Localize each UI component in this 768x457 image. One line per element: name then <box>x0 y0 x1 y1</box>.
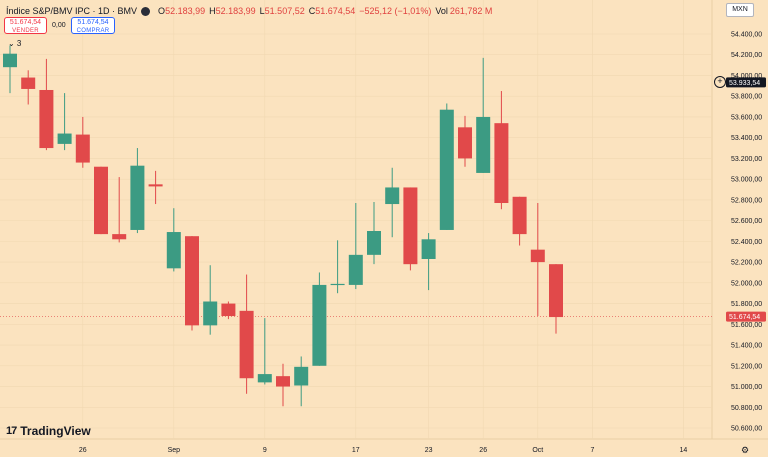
candle-body <box>439 109 454 230</box>
candle-body <box>21 77 36 89</box>
price-tick-label: 51.600,00 <box>731 322 762 329</box>
buy-label: COMPRAR <box>76 28 110 34</box>
close-value: 51.674,54 <box>315 6 356 16</box>
price-tick-label: 51.800,00 <box>731 301 762 308</box>
symbol-title[interactable]: Índice S&P/BMV IPC · 1D · BMV <box>6 6 138 16</box>
candle-body <box>367 231 381 255</box>
price-tick-label: 54.200,00 <box>731 52 762 59</box>
price-tick-label: 53.600,00 <box>731 114 762 121</box>
price-tick-label: 51.400,00 <box>731 343 762 350</box>
candle-body <box>330 283 345 286</box>
tradingview-logo[interactable]: 17 TradingView <box>6 424 91 438</box>
last-price-tag-label: 51.674,54 <box>729 314 760 321</box>
candle-body <box>494 123 509 204</box>
low-label: L <box>259 6 265 16</box>
change-value: −525,12 (−1,01%) <box>359 6 432 16</box>
candle-body <box>3 53 17 68</box>
price-tick-label: 53.400,00 <box>731 135 762 142</box>
volume-value: 261,782 M <box>449 6 493 16</box>
currency-selector[interactable]: MXN <box>726 3 754 17</box>
candle-body <box>512 196 527 235</box>
open-value: 52.183,99 <box>165 6 206 16</box>
buy-price: 51.674,54 <box>77 19 109 26</box>
candle-body <box>549 264 563 318</box>
date-gridlines <box>82 0 684 439</box>
candle-body <box>166 232 181 269</box>
crosshair-price-tag-label: 53.933,54 <box>729 80 760 87</box>
high-label: H <box>209 6 216 16</box>
candle-body <box>39 89 54 149</box>
settings-gear-icon[interactable]: ⚙ <box>741 445 750 455</box>
tradingview-mark-icon: 17 <box>6 425 17 437</box>
date-tick-label: 14 <box>680 447 688 454</box>
date-tick-label: Sep <box>168 447 181 454</box>
date-tick-label: Oct <box>532 447 543 454</box>
candle-body <box>421 239 436 259</box>
candle-body <box>57 133 72 144</box>
candle-body <box>112 234 127 240</box>
candle-body <box>530 249 545 263</box>
price-tags: 51.674,54 53.933,54 <box>726 77 766 322</box>
candle-body <box>312 284 327 366</box>
candle-body <box>294 366 309 386</box>
crosshair-price-tag <box>726 77 766 88</box>
price-axis[interactable]: 54.400,00 54.200,00 54.000,00 53.800,00 53.6… <box>731 32 762 433</box>
brand-name: TradingView <box>20 424 91 438</box>
candle-body <box>257 374 272 383</box>
date-tick-label: 26 <box>79 447 87 454</box>
candle-body <box>348 254 363 285</box>
symbol-header: Índice S&P/BMV IPC · 1D · BMV O 52.183,99… <box>6 4 492 18</box>
sell-label: VENDER <box>12 28 39 34</box>
date-tick-label: 23 <box>425 447 433 454</box>
candle-body <box>221 303 236 317</box>
indicators-toggle[interactable]: ⌄ 3 <box>8 39 22 48</box>
exchange-logo-icon <box>141 6 151 16</box>
price-tick-label: 53.800,00 <box>731 94 762 101</box>
low-value: 51.507,52 <box>264 6 305 16</box>
price-tick-label: 53.200,00 <box>731 156 762 163</box>
candle-body <box>385 187 400 205</box>
candle-body <box>130 165 145 230</box>
close-label: C <box>308 6 316 16</box>
price-gridlines <box>0 0 768 440</box>
high-value: 52.183,99 <box>215 6 256 16</box>
price-tick-label: 52.000,00 <box>731 280 762 287</box>
last-price-tag <box>726 311 766 322</box>
candle-body <box>75 134 90 163</box>
price-tick-label: 52.800,00 <box>731 197 762 204</box>
price-tick-label: 51.000,00 <box>731 384 762 391</box>
price-tick-label: 52.600,00 <box>731 218 762 225</box>
spread-value: 0,00 <box>52 22 66 29</box>
volume-label: Vol <box>435 6 448 16</box>
candle-body <box>458 127 472 159</box>
price-tick-label: 54.000,00 <box>731 73 762 80</box>
candle-body <box>203 301 218 326</box>
candlestick-series <box>3 45 563 407</box>
price-tick-label: 51.200,00 <box>731 363 762 370</box>
price-tick-label: 52.200,00 <box>731 260 762 267</box>
buy-button[interactable]: 51.674,54 COMPRAR <box>71 17 115 34</box>
candle-body <box>276 376 290 387</box>
sell-button[interactable]: 51.674,54 VENDER <box>4 17 47 34</box>
price-tick-label: 52.400,00 <box>731 239 762 246</box>
candle-body <box>403 187 418 265</box>
date-tick-label: 9 <box>263 447 267 454</box>
candle-body <box>185 236 199 326</box>
date-tick-label: 17 <box>352 447 360 454</box>
candle-body <box>94 166 108 235</box>
candle-body <box>148 184 163 187</box>
price-tick-label: 50.800,00 <box>731 405 762 412</box>
candle-body <box>476 116 491 173</box>
candle-body <box>239 310 254 379</box>
date-tick-label: 26 <box>479 447 487 454</box>
price-tick-label: 50.600,00 <box>731 426 762 433</box>
add-plus-icon[interactable]: + <box>714 76 726 89</box>
time-axis[interactable]: 26 Sep 9 17 23 26 Oct 7 14 <box>79 447 687 454</box>
sell-price: 51.674,54 <box>9 19 42 26</box>
date-tick-label: 7 <box>590 447 594 454</box>
price-tick-label: 53.000,00 <box>731 177 762 184</box>
price-tick-label: 54.400,00 <box>731 32 762 39</box>
open-label: O <box>158 6 166 16</box>
